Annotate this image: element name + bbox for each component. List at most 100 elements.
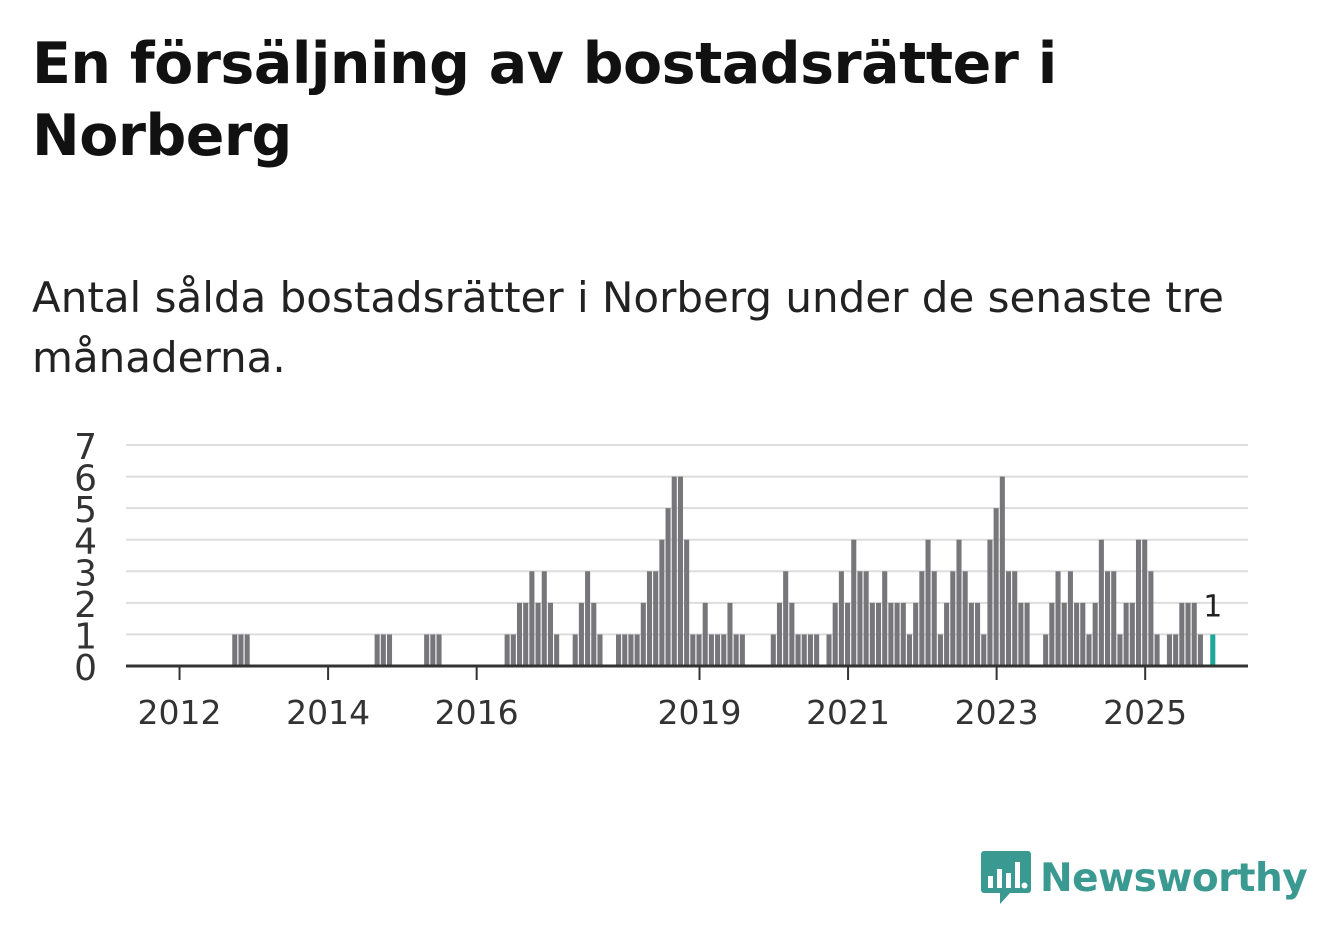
bar xyxy=(1005,571,1012,666)
bar xyxy=(900,602,906,666)
bar xyxy=(956,539,962,666)
bar xyxy=(727,602,733,666)
bar xyxy=(789,602,795,666)
bar xyxy=(547,602,553,666)
bar xyxy=(702,602,708,666)
bar xyxy=(733,634,739,666)
bar xyxy=(783,571,789,666)
bar xyxy=(646,571,653,666)
bar xyxy=(1123,602,1129,666)
bar xyxy=(1067,571,1073,666)
y-tick-label: 3 xyxy=(74,553,97,594)
bar xyxy=(591,602,597,666)
bar xyxy=(826,634,832,666)
y-tick-label: 2 xyxy=(74,585,97,626)
bar xyxy=(640,602,646,666)
x-tick-label: 2016 xyxy=(435,693,519,732)
bar xyxy=(1092,602,1098,666)
newsworthy-logo-text: Newsworthy xyxy=(1040,855,1308,901)
bar xyxy=(1012,571,1018,666)
bar xyxy=(962,571,968,666)
bar xyxy=(622,634,628,666)
bar xyxy=(770,634,776,666)
bar xyxy=(659,539,665,666)
newsworthy-logo-icon xyxy=(981,851,1031,904)
bar xyxy=(380,634,386,666)
x-tick-label: 2014 xyxy=(286,693,370,732)
newsworthy-logo: Newsworthy xyxy=(980,848,1308,908)
bar xyxy=(906,634,913,666)
bar xyxy=(671,476,677,666)
bar xyxy=(863,571,869,666)
y-tick-label: 7 xyxy=(74,427,97,468)
bar xyxy=(696,634,702,666)
bar xyxy=(1142,539,1148,666)
chart-title: En försäljning av bostadsrätter i Norber… xyxy=(32,31,1057,169)
bar xyxy=(1191,602,1197,666)
bar xyxy=(628,634,634,666)
bar xyxy=(1049,602,1055,666)
bar xyxy=(975,602,981,666)
y-tick-label: 6 xyxy=(74,459,97,500)
bar xyxy=(634,634,640,666)
y-tick-label: 4 xyxy=(74,522,97,563)
bar xyxy=(993,508,999,666)
bar xyxy=(1117,634,1123,666)
bar xyxy=(739,634,745,666)
bar xyxy=(1080,602,1086,666)
bar xyxy=(894,602,900,666)
bar xyxy=(937,634,943,666)
bar xyxy=(919,571,925,666)
bar xyxy=(1166,634,1172,666)
bar xyxy=(944,602,950,666)
bar xyxy=(436,634,442,666)
bar xyxy=(882,571,888,666)
bar xyxy=(1074,602,1080,666)
bar xyxy=(1043,634,1049,666)
x-tick-label: 2025 xyxy=(1103,693,1187,732)
bar xyxy=(424,634,430,666)
bar xyxy=(1024,602,1030,666)
bar xyxy=(1173,634,1179,666)
bar xyxy=(504,634,510,666)
x-tick-label: 2021 xyxy=(806,693,890,732)
bar xyxy=(715,634,721,666)
bar xyxy=(529,571,535,666)
bar xyxy=(374,634,380,666)
bar xyxy=(232,634,238,666)
bar xyxy=(1111,571,1117,666)
bar xyxy=(1179,602,1185,666)
bar xyxy=(1018,602,1024,666)
bar xyxy=(1105,571,1111,666)
bar xyxy=(677,476,683,666)
bar xyxy=(931,571,937,666)
y-tick-label: 0 xyxy=(74,648,97,689)
bar xyxy=(585,571,591,666)
data-label: 1 xyxy=(1203,589,1222,624)
bar xyxy=(814,634,820,666)
bar xyxy=(1135,539,1142,666)
bar xyxy=(665,508,671,666)
bar xyxy=(1129,602,1135,666)
bar xyxy=(999,476,1005,666)
y-tick-label: 5 xyxy=(74,490,97,531)
bar xyxy=(721,634,727,666)
bar xyxy=(807,634,813,666)
bar xyxy=(516,602,523,666)
bar xyxy=(597,634,603,666)
bar xyxy=(950,571,956,666)
bar xyxy=(510,634,516,666)
x-tick-label: 2012 xyxy=(138,693,222,732)
x-tick-label: 2023 xyxy=(955,693,1039,732)
bar xyxy=(1185,602,1191,666)
bar xyxy=(1197,634,1203,666)
bar xyxy=(690,634,696,666)
chart-subtitle: Antal sålda bostadsrätter i Norberg unde… xyxy=(32,273,1224,382)
bar xyxy=(1055,571,1061,666)
bar xyxy=(838,571,844,666)
bar xyxy=(776,602,783,666)
bar xyxy=(832,602,838,666)
bar xyxy=(430,634,436,666)
bar xyxy=(968,602,974,666)
